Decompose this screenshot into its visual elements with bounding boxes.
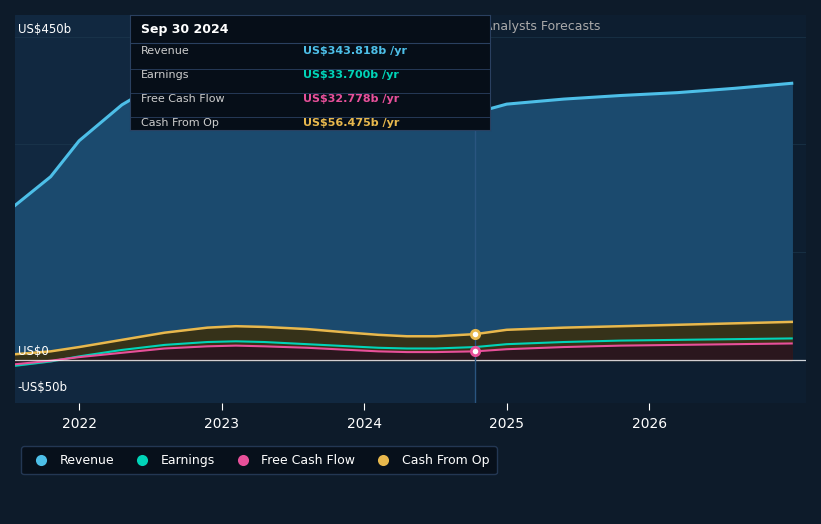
Text: US$343.818b /yr: US$343.818b /yr <box>303 46 406 56</box>
Text: US$33.700b /yr: US$33.700b /yr <box>303 70 399 80</box>
Text: US$0: US$0 <box>18 345 48 358</box>
Bar <box>15 15 475 403</box>
Text: Sep 30 2024: Sep 30 2024 <box>140 23 228 36</box>
Text: US$450b: US$450b <box>18 23 71 36</box>
Bar <box>475 15 806 403</box>
Text: -US$50b: -US$50b <box>18 381 68 395</box>
Text: Past: Past <box>443 20 470 33</box>
Legend: Revenue, Earnings, Free Cash Flow, Cash From Op: Revenue, Earnings, Free Cash Flow, Cash … <box>21 446 497 475</box>
Text: Free Cash Flow: Free Cash Flow <box>140 94 224 104</box>
Text: US$56.475b /yr: US$56.475b /yr <box>303 118 399 128</box>
Text: Analysts Forecasts: Analysts Forecasts <box>484 20 600 33</box>
Text: Revenue: Revenue <box>140 46 190 56</box>
Text: US$32.778b /yr: US$32.778b /yr <box>303 94 399 104</box>
Text: Cash From Op: Cash From Op <box>140 118 218 128</box>
Text: Earnings: Earnings <box>140 70 190 80</box>
